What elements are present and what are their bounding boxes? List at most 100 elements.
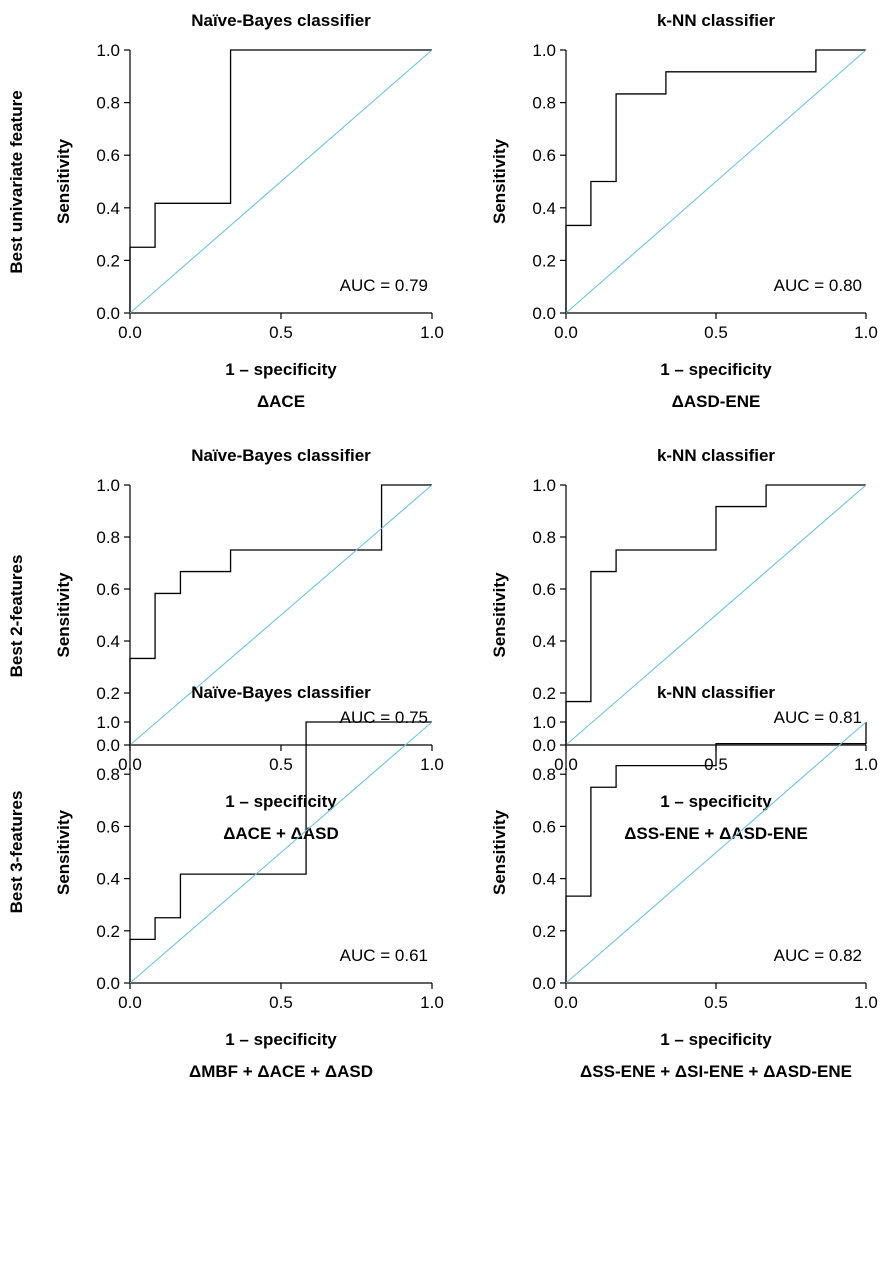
chance-diagonal	[565, 721, 867, 984]
row-labels: Best univariate feature Best 2-features …	[7, 90, 26, 913]
y-axis-label: Sensitivity	[54, 809, 73, 895]
y-tick-label: 0.8	[96, 765, 120, 784]
feature-caption: ΔSS-ENE + ΔASD-ENE	[624, 824, 808, 843]
auc-label: AUC = 0.79	[340, 276, 428, 295]
y-axis-label: Sensitivity	[490, 572, 509, 658]
y-tick-label: 0.0	[96, 974, 120, 993]
y-tick-label: 0.6	[532, 817, 556, 836]
y-tick-label: 0.2	[96, 684, 120, 703]
row-label-3-features: Best 3-features	[7, 791, 26, 914]
y-tick-label: 0.4	[96, 199, 120, 218]
roc-curve	[565, 722, 867, 983]
auc-label: AUC = 0.80	[774, 276, 862, 295]
y-tick-label: 1.0	[532, 476, 556, 495]
x-tick-label: 0.5	[269, 755, 293, 774]
y-tick-label: 0.2	[532, 251, 556, 270]
y-tick-label: 0.0	[96, 736, 120, 755]
roc-curve	[129, 721, 432, 983]
panel-title: k-NN classifier	[657, 11, 775, 30]
y-tick-label: 0.8	[96, 528, 120, 547]
roc-panels: Naïve-Bayes classifier 0.0 0.2 0.4 0.6 0.8 1.0…	[54, 11, 878, 1081]
x-tick-label: 0.0	[554, 323, 578, 342]
x-tick-label: 1.0	[420, 323, 444, 342]
chance-diagonal	[129, 721, 433, 984]
y-tick-label: 0.4	[532, 632, 556, 651]
panel-title: k-NN classifier	[657, 446, 775, 465]
auc-label: AUC = 0.61	[340, 946, 428, 965]
y-axis-label: Sensitivity	[54, 138, 73, 224]
panel-title: Naïve-Bayes classifier	[191, 446, 371, 465]
feature-caption: ΔACE	[257, 392, 305, 411]
roc-panel-1: Naïve-Bayes classifier 0.0 0.2 0.4 0.6 0.8 1.0…	[54, 11, 444, 411]
panel-title: Naïve-Bayes classifier	[191, 11, 371, 30]
x-tick-label: 1.0	[420, 755, 444, 774]
y-tick-label: 0.8	[96, 94, 120, 113]
roc-curve	[129, 49, 432, 313]
y-tick-label: 0.0	[96, 304, 120, 323]
x-tick-label: 1.0	[854, 993, 878, 1012]
y-tick-label: 0.0	[532, 736, 556, 755]
row-label-2-features: Best 2-features	[7, 555, 26, 678]
panel-title: k-NN classifier	[657, 683, 775, 702]
feature-caption: ΔACE + ΔASD	[223, 824, 339, 843]
y-tick-label: 0.2	[532, 922, 556, 941]
x-axis-label: 1 – specificity	[225, 1030, 337, 1049]
y-tick-label: 0.4	[532, 870, 556, 889]
feature-caption: ΔSS-ENE + ΔSI-ENE + ΔASD-ENE	[580, 1062, 852, 1081]
y-tick-label: 0.8	[532, 528, 556, 547]
x-axis-label: 1 – specificity	[225, 792, 337, 811]
auc-label: AUC = 0.81	[774, 708, 862, 727]
feature-caption: ΔMBF + ΔACE + ΔASD	[189, 1062, 373, 1081]
chance-diagonal	[565, 49, 867, 314]
x-axis-label: 1 – specificity	[660, 360, 772, 379]
x-tick-label: 1.0	[854, 323, 878, 342]
y-tick-label: 0.0	[532, 304, 556, 323]
chance-diagonal	[129, 49, 433, 314]
x-tick-label: 0.5	[269, 993, 293, 1012]
x-tick-label: 0.0	[118, 993, 142, 1012]
x-tick-label: 0.0	[554, 993, 578, 1012]
y-axis-label: Sensitivity	[490, 809, 509, 895]
y-tick-label: 0.6	[96, 817, 120, 836]
y-tick-label: 0.6	[532, 146, 556, 165]
y-tick-label: 0.6	[96, 580, 120, 599]
panel-title: Naïve-Bayes classifier	[191, 683, 371, 702]
y-tick-label: 1.0	[532, 41, 556, 60]
y-tick-label: 0.2	[532, 684, 556, 703]
y-tick-label: 0.2	[96, 251, 120, 270]
x-axis-label: 1 – specificity	[660, 792, 772, 811]
roc-panel-2: k-NN classifier 0.0 0.2 0.4 0.6 0.8 1.0 0.0 0.5 1…	[490, 11, 878, 411]
y-tick-label: 0.0	[532, 974, 556, 993]
y-tick-label: 0.8	[532, 94, 556, 113]
roc-panel-5: Naïve-Bayes classifier 0.0 0.2 0.4 0.6 0.8 1.0…	[54, 683, 444, 1081]
x-axis-label: 1 – specificity	[660, 1030, 772, 1049]
y-tick-label: 0.2	[96, 922, 120, 941]
y-tick-label: 1.0	[96, 476, 120, 495]
chance-diagonal	[129, 484, 433, 746]
feature-caption: ΔASD-ENE	[672, 392, 761, 411]
x-tick-label: 0.5	[269, 323, 293, 342]
auc-label: AUC = 0.75	[340, 708, 428, 727]
y-tick-label: 0.4	[96, 870, 120, 889]
y-tick-label: 0.8	[532, 765, 556, 784]
x-axis-label: 1 – specificity	[225, 360, 337, 379]
row-label-univariate: Best univariate feature	[7, 90, 26, 273]
x-tick-label: 0.5	[704, 993, 728, 1012]
y-tick-label: 1.0	[96, 41, 120, 60]
y-axis-label: Sensitivity	[54, 572, 73, 658]
roc-curve	[565, 484, 866, 745]
x-tick-label: 0.5	[704, 323, 728, 342]
x-tick-label: 1.0	[420, 993, 444, 1012]
y-tick-label: 0.6	[532, 580, 556, 599]
y-tick-label: 1.0	[96, 713, 120, 732]
y-tick-label: 0.4	[532, 199, 556, 218]
chance-diagonal	[565, 484, 867, 746]
x-tick-label: 1.0	[854, 755, 878, 774]
auc-label: AUC = 0.82	[774, 946, 862, 965]
y-tick-label: 1.0	[532, 713, 556, 732]
y-axis-label: Sensitivity	[490, 138, 509, 224]
roc-curve	[565, 49, 866, 313]
roc-panel-6: k-NN classifier 0.0 0.2 0.4 0.6 0.8 1.0 0.0 0.5 1…	[490, 683, 878, 1081]
